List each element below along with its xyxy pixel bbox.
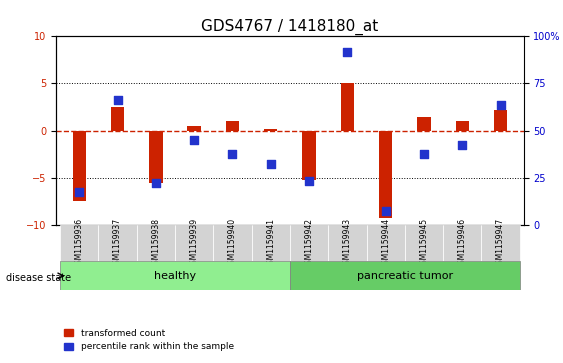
Text: GSM1159942: GSM1159942 bbox=[305, 218, 314, 269]
Text: healthy: healthy bbox=[154, 271, 196, 281]
Text: GSM1159944: GSM1159944 bbox=[381, 218, 390, 269]
FancyBboxPatch shape bbox=[99, 225, 137, 261]
Bar bbox=[73, 131, 86, 201]
Title: GDS4767 / 1418180_at: GDS4767 / 1418180_at bbox=[202, 19, 378, 35]
Bar bbox=[494, 110, 507, 131]
Bar bbox=[149, 131, 163, 183]
Text: disease state: disease state bbox=[6, 273, 71, 283]
Text: GSM1159937: GSM1159937 bbox=[113, 218, 122, 269]
Bar bbox=[226, 121, 239, 131]
Text: GSM1159938: GSM1159938 bbox=[151, 218, 160, 269]
Point bbox=[113, 97, 122, 102]
Bar bbox=[264, 129, 278, 131]
Point bbox=[228, 151, 237, 157]
Legend: transformed count, percentile rank within the sample: transformed count, percentile rank withi… bbox=[61, 325, 238, 355]
FancyBboxPatch shape bbox=[252, 225, 290, 261]
Text: GSM1159941: GSM1159941 bbox=[266, 218, 275, 269]
Bar bbox=[341, 83, 354, 131]
FancyBboxPatch shape bbox=[290, 225, 328, 261]
Bar bbox=[379, 131, 392, 219]
FancyBboxPatch shape bbox=[175, 225, 213, 261]
FancyBboxPatch shape bbox=[290, 261, 520, 290]
FancyBboxPatch shape bbox=[443, 225, 481, 261]
Text: GSM1159936: GSM1159936 bbox=[75, 218, 84, 269]
FancyBboxPatch shape bbox=[405, 225, 443, 261]
Point bbox=[381, 208, 390, 214]
Point bbox=[266, 161, 275, 167]
Point bbox=[419, 151, 428, 157]
Point bbox=[458, 142, 467, 148]
Text: GSM1159945: GSM1159945 bbox=[419, 218, 428, 269]
Text: GSM1159939: GSM1159939 bbox=[190, 218, 199, 269]
FancyBboxPatch shape bbox=[60, 225, 99, 261]
Bar bbox=[111, 107, 124, 131]
Point bbox=[343, 49, 352, 55]
FancyBboxPatch shape bbox=[60, 261, 290, 290]
Point bbox=[496, 102, 505, 108]
Text: GSM1159940: GSM1159940 bbox=[228, 218, 237, 269]
Point bbox=[75, 189, 84, 195]
FancyBboxPatch shape bbox=[137, 225, 175, 261]
Bar bbox=[455, 121, 469, 131]
FancyBboxPatch shape bbox=[481, 225, 520, 261]
FancyBboxPatch shape bbox=[213, 225, 252, 261]
Text: GSM1159947: GSM1159947 bbox=[496, 218, 505, 269]
Bar bbox=[302, 131, 316, 180]
Text: GSM1159943: GSM1159943 bbox=[343, 218, 352, 269]
Point bbox=[190, 137, 199, 143]
Bar bbox=[187, 126, 201, 131]
Point bbox=[151, 180, 160, 185]
Text: pancreatic tumor: pancreatic tumor bbox=[357, 271, 453, 281]
Bar bbox=[417, 117, 431, 131]
Text: GSM1159946: GSM1159946 bbox=[458, 218, 467, 269]
FancyBboxPatch shape bbox=[328, 225, 367, 261]
FancyBboxPatch shape bbox=[367, 225, 405, 261]
Point bbox=[305, 178, 314, 184]
